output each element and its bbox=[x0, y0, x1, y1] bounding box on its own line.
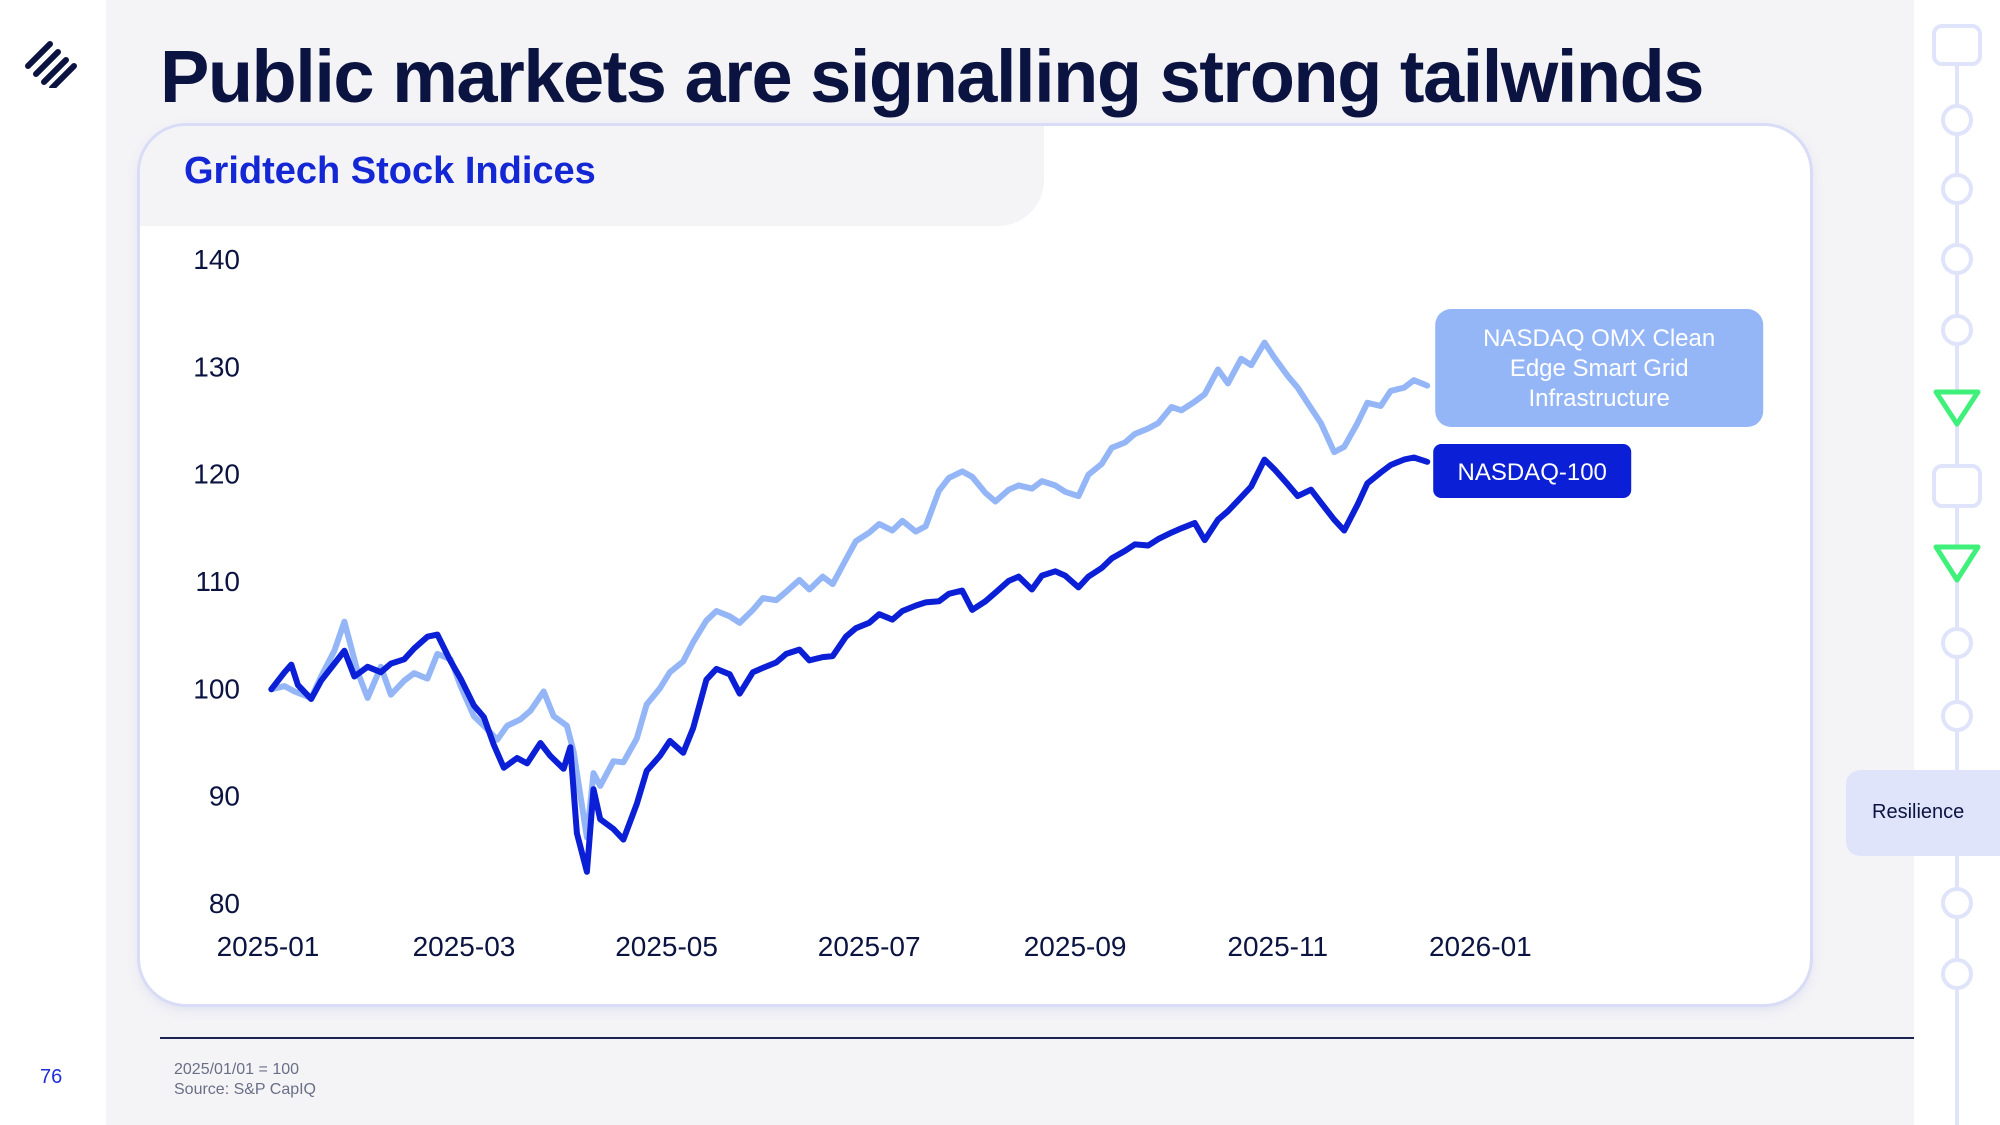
footnote-index-base: 2025/01/01 = 100 bbox=[174, 1061, 300, 1078]
section-tab-resilience[interactable]: Resilience bbox=[1846, 770, 2000, 856]
line-chart: 80 90 100 110 120 130 140 2025-01 2025-03 2025-05… bbox=[193, 244, 1764, 962]
series-line-smart-grid bbox=[268, 339, 1431, 841]
timeline-node-box bbox=[1932, 464, 1982, 508]
page-title: Public markets are signalling strong tai… bbox=[160, 35, 1704, 118]
x-tick-label: 2025-05 bbox=[615, 931, 718, 962]
chart-card-header bbox=[140, 126, 1044, 226]
y-tick-label: 80 bbox=[209, 888, 240, 919]
right-rail bbox=[1914, 0, 2000, 1125]
timeline-rail bbox=[1932, 24, 1982, 1125]
x-tick-label: 2025-11 bbox=[1227, 931, 1328, 962]
section-tab-label: Resilience bbox=[1872, 801, 1965, 823]
timeline-node bbox=[1941, 104, 1973, 136]
x-tick-label: 2025-01 bbox=[217, 931, 320, 962]
x-tick-label: 2025-03 bbox=[413, 931, 516, 962]
timeline-node bbox=[1941, 173, 1973, 205]
footnote-source: Source: S&P CapIQ bbox=[174, 1081, 316, 1098]
legend-label-nasdaq-100-bg bbox=[1433, 444, 1632, 498]
y-tick-label: 110 bbox=[195, 566, 240, 597]
y-tick-label: 90 bbox=[209, 781, 240, 812]
timeline-active-marker bbox=[1933, 389, 1981, 427]
y-tick-label: 120 bbox=[193, 459, 240, 490]
page-number: 76 bbox=[40, 1066, 63, 1088]
timeline-node-box bbox=[1932, 24, 1982, 66]
x-tick-label: 2025-09 bbox=[1024, 931, 1127, 962]
legend-label-smart-grid-bg bbox=[1435, 309, 1764, 427]
timeline-node bbox=[1941, 627, 1973, 659]
y-tick-label: 130 bbox=[193, 351, 240, 382]
timeline-node bbox=[1941, 314, 1973, 346]
series-line-nasdaq-100 bbox=[268, 454, 1431, 875]
x-tick-label: 2026-01 bbox=[1429, 931, 1532, 962]
left-rail: 76 bbox=[0, 0, 106, 1125]
y-tick-label: 140 bbox=[193, 244, 240, 275]
timeline-node bbox=[1941, 243, 1973, 275]
y-tick-label: 100 bbox=[193, 673, 240, 704]
legend-label-smart-grid: NASDAQ OMX Clean Edge Smart Grid Infrastru… bbox=[1483, 325, 1715, 412]
chart-title: Gridtech Stock Indices bbox=[184, 150, 596, 192]
x-tick-label: 2025-07 bbox=[818, 931, 921, 962]
timeline-node bbox=[1941, 887, 1973, 919]
timeline-node bbox=[1941, 700, 1973, 732]
timeline-active-marker bbox=[1933, 544, 1981, 583]
brand-stripes-logo bbox=[25, 41, 77, 88]
footer-divider bbox=[160, 1037, 1914, 1039]
chart-card: Gridtech Stock Indices bbox=[140, 126, 1810, 1004]
timeline-node bbox=[1941, 958, 1973, 990]
legend-label-nasdaq-100: NASDAQ-100 bbox=[1458, 459, 1607, 486]
